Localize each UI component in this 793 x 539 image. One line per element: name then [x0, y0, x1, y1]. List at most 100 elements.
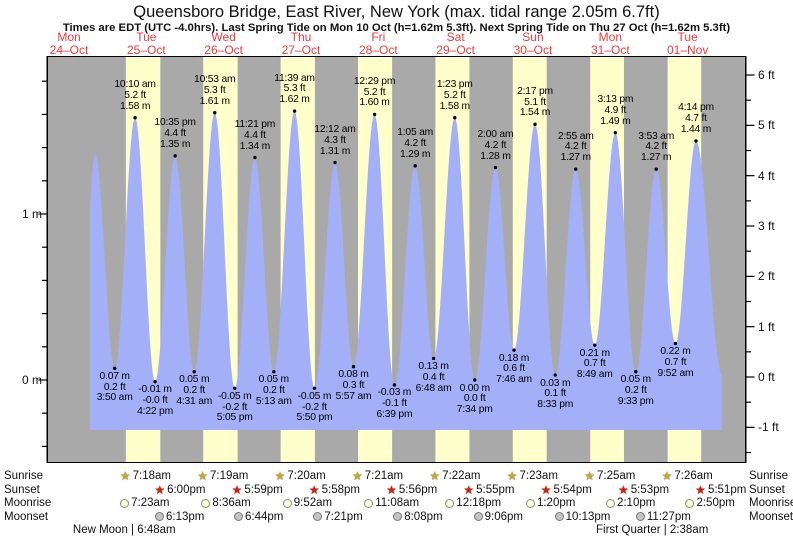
astro-row-label-right-moonrise: Moonrise [749, 497, 793, 509]
top-border [46, 56, 747, 57]
event-time: 8:08pm [404, 510, 443, 523]
day-of-week: Fri [371, 30, 386, 44]
tide-high-label: 12:29 pm 5.2 ft 1.60 m [354, 76, 396, 109]
tide-label-line: 1.29 m [400, 148, 431, 160]
day-date: 01–Nov [666, 42, 709, 57]
sunset-marker: ★ 6:00pm [154, 484, 205, 496]
tide-label-line: 0.3 ft [342, 380, 365, 392]
event-time: 7:23am [519, 470, 558, 482]
tide-low-label: 0.21 m 0.7 ft 8:49 am [577, 347, 613, 381]
moonset-circle-icon [635, 512, 645, 521]
tide-low-label: 0.03 m 0.1 ft 8:33 pm [537, 378, 573, 411]
tide-label-line: 0.2 ft [183, 384, 206, 396]
tide-extreme-dot [553, 373, 557, 377]
bottom-border [46, 462, 747, 463]
event-time: 8:36am [212, 497, 251, 509]
right-axis-tick [746, 300, 751, 303]
right-axis-tick [746, 99, 751, 101]
tide-label-line: 4:14 pm [678, 102, 714, 114]
day-label: Mon 24–Oct [50, 31, 89, 56]
event-time: 9:52am [293, 497, 333, 509]
tide-label-line: -0.01 m [138, 384, 172, 396]
tide-label-line: 0.07 m [99, 370, 130, 382]
tide-area [90, 111, 722, 431]
tide-extreme-dot [333, 160, 337, 165]
sunrise-star-icon: ★ [274, 469, 286, 483]
tide-label-line: 3:53 am [638, 130, 675, 142]
moon-phase-label: New Moon | 6:48am [72, 524, 176, 536]
event-time: 11:08am [375, 497, 420, 509]
tide-low-label: 0.13 m 0.4 ft 6:48 am [416, 361, 452, 394]
moonrise-circle-icon [685, 498, 695, 508]
tide-extreme-dot [292, 109, 297, 113]
moonset-circle-icon [234, 512, 244, 521]
tide-high-label: 10:10 am 5.2 ft 1.58 m [114, 79, 156, 112]
event-time: 5:56pm [398, 483, 438, 496]
tide-label-line: 0.4 ft [422, 371, 445, 383]
tide-label-line: 5:57 am [335, 390, 372, 402]
moonset-marker: 10:13pm [554, 510, 611, 523]
day-date: 24–Oct [49, 42, 89, 57]
chart-subtitle: Times are EDT (UTC -4.0hrs). Last Spring… [62, 22, 731, 34]
tide-low-label: -0.05 m -0.2 ft 5:50 pm [297, 391, 333, 424]
sunrise-marker: ★ 7:26am [662, 470, 713, 482]
astro-row-label-left-sunset: Sunset [4, 483, 40, 496]
moonrise-circle-icon [525, 498, 535, 508]
event-time: 7:18am [132, 470, 171, 482]
event-time: 7:26am [674, 470, 713, 482]
tide-label-line: 4:31 am [176, 395, 213, 407]
day-date: 25–Oct [126, 42, 166, 57]
tide-label-line: 5.3 ft [283, 83, 306, 95]
tide-extreme-dot [453, 116, 457, 120]
sunrise-marker: ★ 7:22am [429, 470, 480, 482]
tide-high-label: 1:05 am 4.2 ft 1.29 m [397, 128, 433, 160]
tide-high-label: 2:55 am 4.2 ft 1.27 m [558, 131, 594, 164]
event-time: 7:23am [131, 497, 170, 509]
event-time: 12:18pm [456, 497, 502, 509]
event-time: 7:21am [364, 470, 404, 482]
tide-label-line: 4.3 ft [324, 134, 346, 146]
tide-label-line: 0.2 ft [262, 384, 285, 396]
moonrise-circle-icon [364, 498, 374, 508]
tide-label-line: 0.00 m [459, 382, 490, 394]
left-axis-tick [42, 80, 47, 82]
tide-label-line: 10:35 pm [154, 117, 196, 129]
tide-label-line: 1.34 m [239, 140, 271, 152]
tide-label-line: 2:17 pm [517, 85, 553, 97]
day-of-week: Wed [211, 30, 236, 44]
moonset-circle-icon [393, 512, 403, 521]
moonset-marker: 8:08pm [393, 510, 443, 523]
tide-extreme-dot [351, 365, 356, 369]
tide-label-line: -0.03 m [377, 387, 412, 399]
tide-extreme-dot [533, 122, 537, 127]
event-time: 5:54pm [553, 483, 592, 496]
tide-high-label: 12:12 am 4.3 ft 1.31 m [314, 124, 356, 157]
right-axis-label: 3 ft [758, 219, 775, 233]
left-axis-tick [42, 279, 47, 281]
tide-label-line: 4.7 ft [685, 113, 707, 125]
moonrise-circle-icon [605, 498, 615, 508]
tide-high-label: 3:13 pm 4.9 ft 1.49 m [597, 94, 633, 127]
tide-label-line: 0.21 m [579, 347, 610, 359]
tide-label-line: 0.22 m [660, 345, 691, 357]
moon-phase-label: First Quarter | 2:38am [596, 524, 709, 536]
tide-extreme-dot [512, 348, 516, 352]
sunset-star-icon: ★ [540, 482, 552, 497]
page-title: Queensboro Bridge, East River, New York … [133, 3, 660, 21]
tide-label-line: 7:34 pm [456, 404, 493, 416]
moonset-marker: 9:06pm [473, 511, 523, 523]
right-axis-tick [746, 200, 751, 202]
moonset-circle-icon [313, 512, 323, 521]
event-time: 10:13pm [565, 510, 611, 523]
left-axis-tick [42, 147, 47, 149]
tide-label-line: 0.05 m [258, 374, 289, 386]
tide-label-line: 6:39 pm [376, 409, 413, 421]
tide-label-line: 1.60 m [359, 97, 390, 109]
tide-label-line: 0.2 ft [624, 384, 647, 396]
tide-label-line: 1.44 m [680, 124, 712, 136]
tide-low-label: 0.07 m 0.2 ft 3:50 am [97, 370, 133, 404]
tide-label-line: -0.2 ft [301, 401, 327, 413]
event-time: 6:13pm [166, 510, 205, 523]
